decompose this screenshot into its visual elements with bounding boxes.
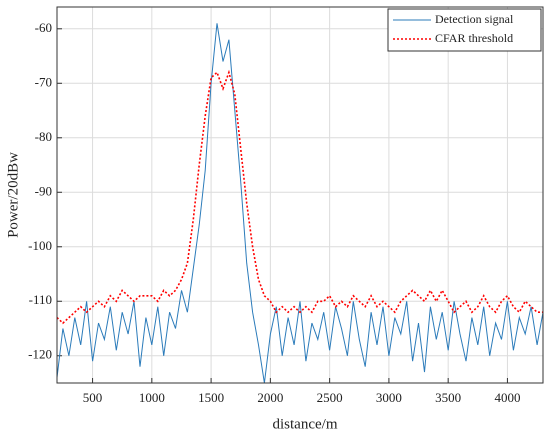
y-tick-label: -90	[35, 183, 52, 198]
series-line	[56, 69, 543, 325]
y-tick-label: -60	[35, 20, 52, 35]
series-line	[56, 23, 544, 384]
x-tick-label: 3500	[435, 390, 461, 405]
y-tick-label: -80	[35, 129, 52, 144]
x-tick-label: 1000	[139, 390, 165, 405]
x-tick-label: 3000	[376, 390, 402, 405]
legend-label: CFAR threshold	[435, 31, 513, 45]
x-tick-label: 2500	[317, 390, 343, 405]
y-axis-label: Power/20dBw	[5, 152, 21, 238]
y-tick-label: -110	[29, 292, 52, 307]
x-tick-label: 2000	[257, 390, 283, 405]
legend-box	[387, 8, 542, 52]
y-tick-label: -100	[28, 238, 52, 253]
y-tick-label: -70	[35, 74, 52, 89]
y-tick-label: -120	[28, 347, 52, 362]
x-tick-label: 1500	[198, 390, 224, 405]
x-tick-label: 500	[83, 390, 103, 405]
plot-frame	[56, 6, 544, 384]
legend-label: Detection signal	[435, 12, 514, 26]
x-tick-label: 4000	[494, 390, 520, 405]
x-axis-label: distance/m	[273, 416, 338, 432]
